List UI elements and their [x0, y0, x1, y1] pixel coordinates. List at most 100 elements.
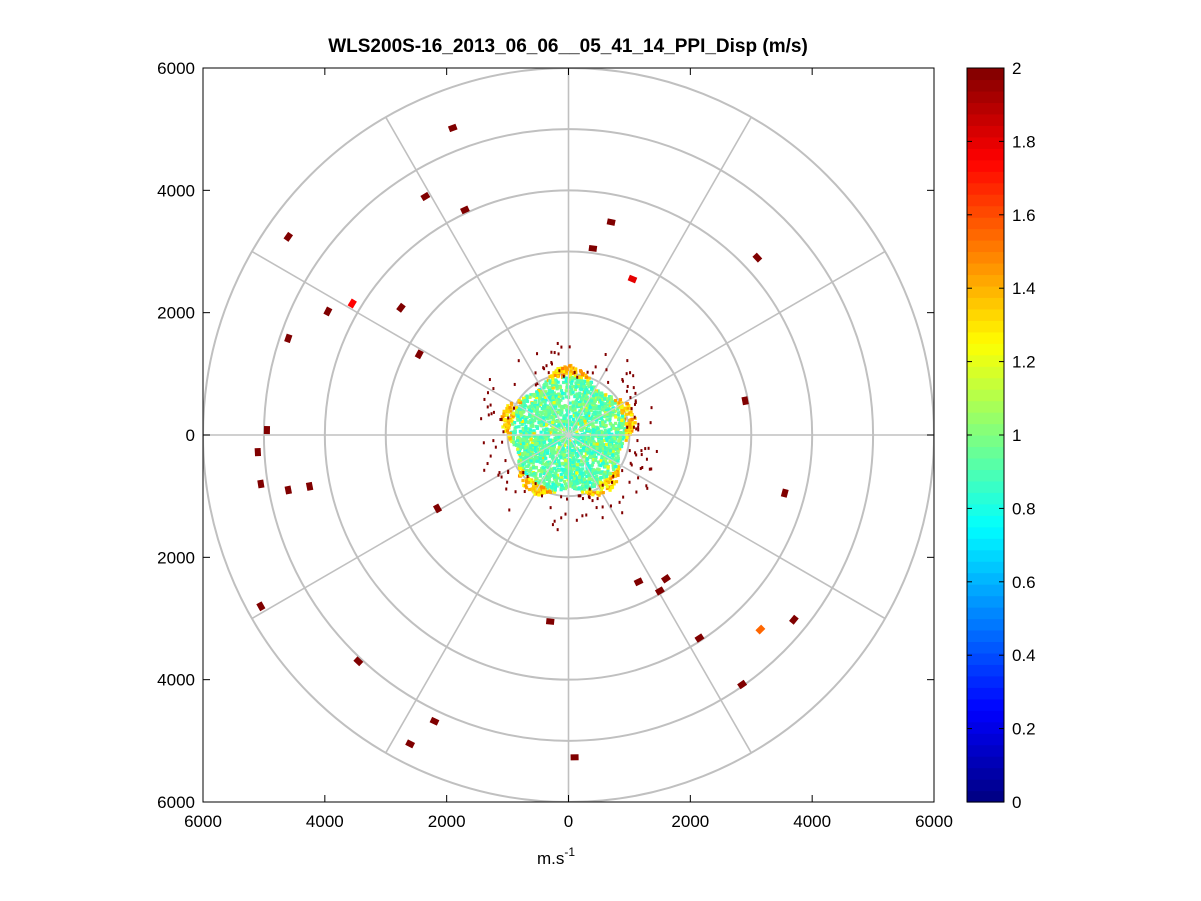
colorbar-stripe: [967, 217, 1004, 229]
cluster-point: [612, 427, 615, 430]
data-point: [255, 448, 261, 456]
speckle-point: [605, 368, 607, 371]
cluster-point: [592, 407, 595, 410]
data-point-mark: [264, 426, 270, 434]
cluster-point: [600, 392, 603, 395]
cluster-point: [576, 481, 579, 484]
cluster-point: [512, 435, 515, 438]
colorbar-stripe: [967, 91, 1004, 103]
cluster-point: [517, 451, 520, 454]
cluster-point: [536, 460, 539, 463]
colorbar-stripe: [967, 332, 1004, 344]
cluster-point: [528, 488, 531, 491]
speckle-point: [596, 506, 598, 509]
colorbar-stripe: [967, 252, 1004, 264]
cluster-point: [607, 436, 610, 439]
cluster-point: [619, 431, 622, 434]
cluster-point: [580, 379, 583, 382]
colorbar-stripe: [967, 412, 1004, 424]
speckle-point: [641, 453, 643, 456]
speckle-point: [554, 520, 556, 523]
colorbar-stripe: [967, 309, 1004, 321]
cluster-point: [510, 402, 513, 405]
speckle-point: [574, 371, 576, 374]
colorbar-stripe: [967, 492, 1004, 504]
speckle-point: [497, 474, 499, 477]
cluster-point: [539, 424, 542, 427]
cluster-point: [569, 401, 572, 404]
cluster-point: [563, 417, 566, 420]
cluster-point: [553, 484, 556, 487]
cluster-point: [524, 404, 527, 407]
cluster-point: [524, 418, 527, 421]
cluster-point: [614, 445, 617, 448]
cluster-point: [587, 427, 590, 430]
cluster-point: [551, 381, 554, 384]
data-point-mark: [546, 618, 555, 625]
speckle-point: [483, 441, 485, 444]
cluster-point: [565, 395, 568, 398]
cluster-point: [563, 453, 566, 456]
speckle-point: [637, 423, 639, 426]
cluster-point: [582, 447, 585, 450]
cluster-point: [526, 453, 529, 456]
cluster-point: [586, 482, 589, 485]
cluster-point: [530, 405, 533, 408]
colorbar-stripe: [967, 756, 1004, 768]
cluster-point: [565, 465, 568, 468]
speckle-point: [552, 523, 554, 526]
colorbar-stripe: [967, 768, 1004, 780]
cluster-point: [503, 418, 506, 421]
cluster-point: [542, 416, 545, 419]
colorbar-stripe: [967, 619, 1004, 631]
cluster-point: [620, 406, 623, 409]
cluster-point: [587, 474, 590, 477]
colorbar-stripe: [967, 664, 1004, 676]
cluster-point: [511, 423, 514, 426]
speckle-point: [554, 351, 556, 354]
cluster-point: [552, 401, 555, 404]
cluster-point: [575, 458, 578, 461]
speckle-point: [560, 346, 562, 349]
cluster-point: [524, 484, 527, 487]
speckle-point: [491, 412, 493, 415]
speckle-point: [589, 488, 591, 491]
speckle-point: [648, 447, 650, 450]
colorbar-stripe: [967, 297, 1004, 309]
x-tick-label: 2000: [671, 812, 709, 831]
cluster-point: [609, 396, 612, 399]
colorbar-stripe: [967, 68, 1004, 80]
cluster-point: [631, 418, 634, 421]
cluster-point: [614, 415, 617, 418]
cluster-point: [524, 425, 527, 428]
cluster-point: [610, 438, 613, 441]
cluster-point: [589, 406, 592, 409]
cluster-point: [542, 486, 545, 489]
colorbar-stripe: [967, 424, 1004, 436]
cluster-point: [555, 395, 558, 398]
speckle-point: [489, 378, 491, 381]
speckle-point: [582, 497, 584, 500]
cluster-point: [587, 440, 590, 443]
cluster-point: [564, 476, 567, 479]
speckle-point: [483, 469, 485, 472]
data-point-mark: [571, 754, 579, 760]
speckle-point: [587, 371, 589, 374]
cluster-point: [591, 469, 594, 472]
speckle-point: [487, 405, 489, 408]
speckle-point: [626, 359, 628, 362]
colorbar-stripe: [967, 263, 1004, 275]
speckle-point: [563, 375, 565, 378]
cluster-point: [547, 432, 550, 435]
cluster-point: [591, 493, 594, 496]
cluster-point: [546, 406, 549, 409]
cluster-point: [512, 412, 515, 415]
speckle-point: [626, 372, 628, 375]
cluster-point: [548, 439, 551, 442]
speckle-point: [527, 475, 529, 478]
cluster-point: [557, 469, 560, 472]
cluster-point: [575, 471, 578, 474]
cluster-point: [587, 391, 590, 394]
colorbar-tick-label: 0.8: [1012, 499, 1036, 518]
colorbar-stripe: [967, 699, 1004, 711]
